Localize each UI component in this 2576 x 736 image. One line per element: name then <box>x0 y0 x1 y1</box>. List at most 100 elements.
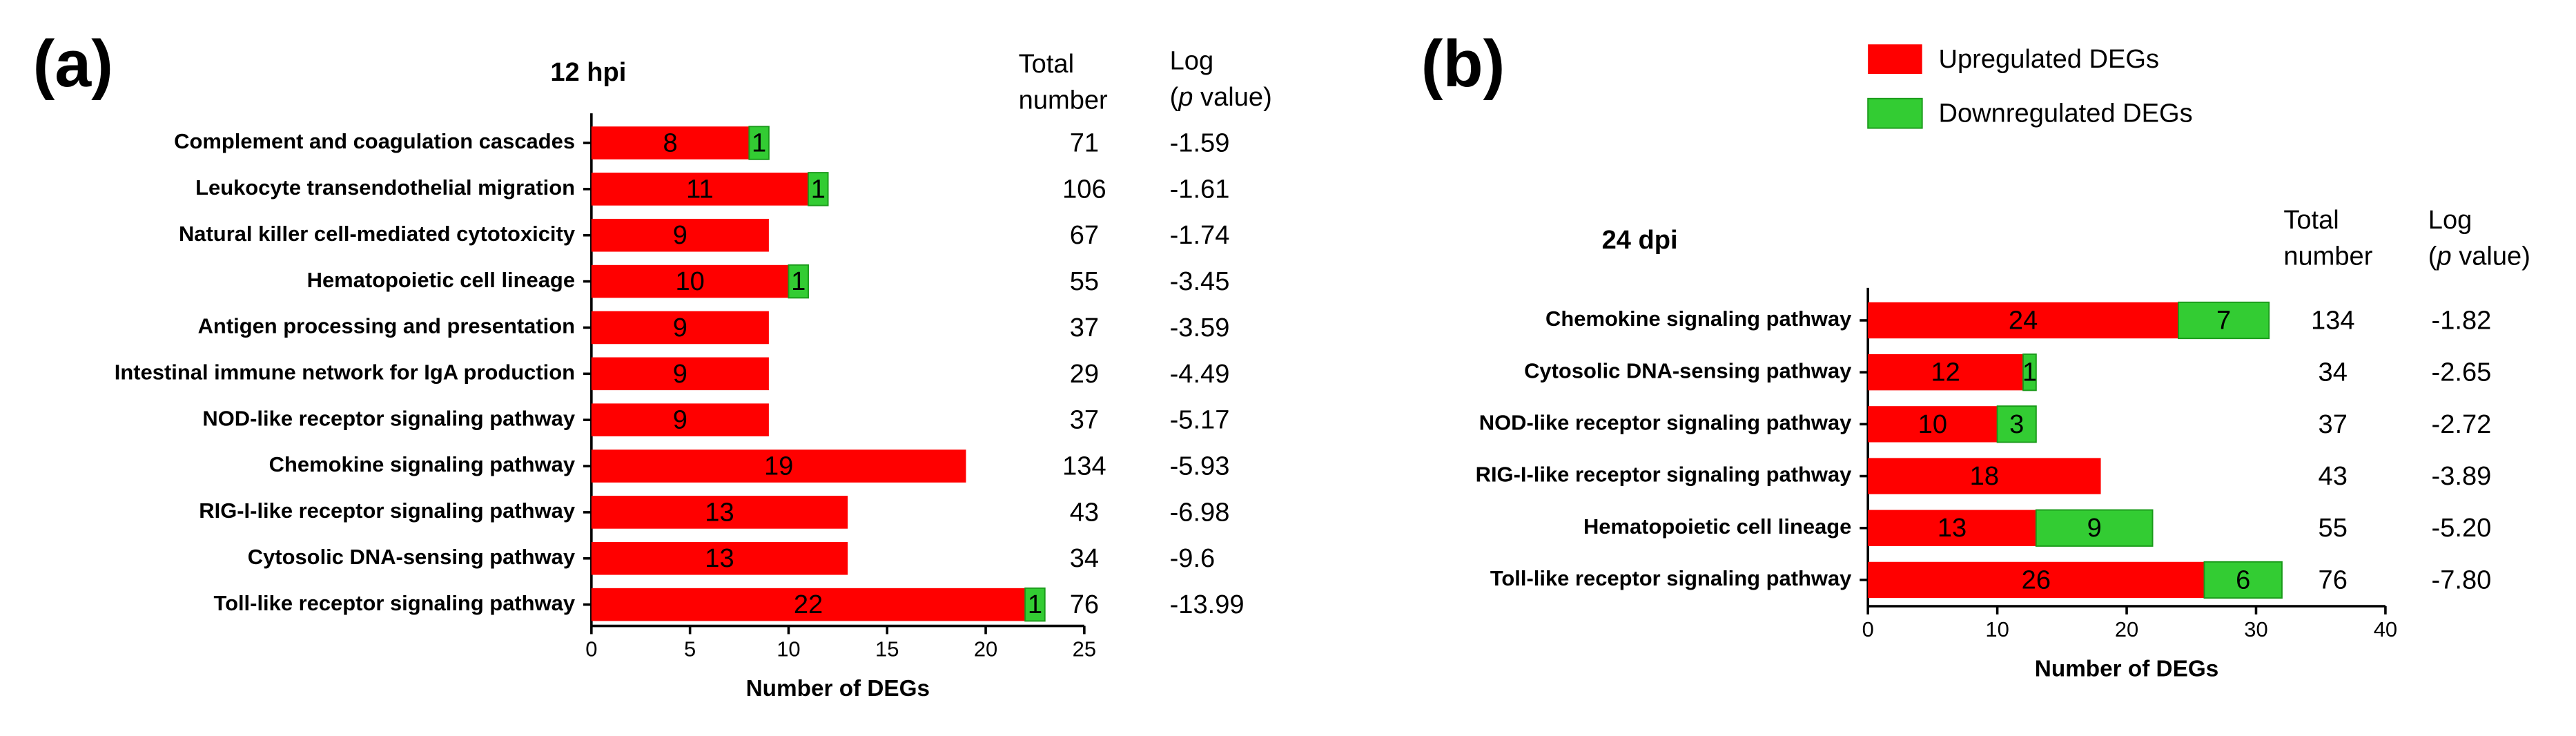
bar-segment <box>2035 509 2154 547</box>
x-tick-label: 5 <box>684 637 696 661</box>
column-value: -5.93 <box>1170 452 1230 481</box>
data-label: 9 <box>673 313 687 342</box>
bar-segment <box>1868 510 2036 546</box>
bar-segment <box>1996 405 2037 443</box>
category-label: RIG-I-like receptor signaling pathway <box>199 498 576 523</box>
column-header-part: p <box>2436 242 2451 271</box>
bar-segment <box>788 264 809 299</box>
legend-label: Upregulated DEGs <box>1939 45 2160 74</box>
bar-segment <box>1868 406 1998 443</box>
column-value: -3.45 <box>1170 267 1230 296</box>
column-header-part: p <box>1178 83 1193 112</box>
bar-segment <box>1868 354 2024 391</box>
data-label: 22 <box>794 590 823 619</box>
data-label: 1 <box>811 175 826 204</box>
category-label: Hematopoietic cell lineage <box>307 268 575 292</box>
column-value: -9.6 <box>1170 544 1216 573</box>
column-header-part: number <box>2283 242 2372 271</box>
x-tick-label: 0 <box>1862 617 1874 641</box>
legend-swatch <box>1868 44 1922 75</box>
data-label: 1 <box>752 128 766 157</box>
column-value: 29 <box>1070 360 1099 389</box>
x-tick-label: 0 <box>585 637 597 661</box>
column-header: Total <box>2283 206 2339 235</box>
x-tick-label: 10 <box>777 637 800 661</box>
column-value: 55 <box>2319 514 2348 543</box>
x-tick-label: 20 <box>2115 617 2138 641</box>
column-value: 43 <box>2319 462 2348 491</box>
column-value: 37 <box>2319 410 2348 439</box>
column-value: -6.98 <box>1170 498 1230 527</box>
x-axis-label: Number of DEGs <box>746 676 930 701</box>
column-value: -1.74 <box>1170 221 1230 250</box>
data-label: 13 <box>705 544 734 573</box>
bar-segment <box>591 403 769 436</box>
bar-segment <box>808 172 829 206</box>
column-value: -2.65 <box>2432 358 2492 387</box>
data-label: 12 <box>1931 358 1960 387</box>
legend-label: Downregulated DEGs <box>1939 99 2193 128</box>
column-header: Total <box>1019 50 1074 79</box>
column-header: number <box>1019 86 1108 115</box>
column-value: -3.89 <box>2432 462 2492 491</box>
column-value: -7.80 <box>2432 565 2492 594</box>
category-label: Cytosolic DNA-sensing pathway <box>1524 358 1852 382</box>
data-label: 9 <box>2087 514 2102 543</box>
bar-segment <box>1024 587 1046 622</box>
category-label: Toll-like receptor signaling pathway <box>1490 566 1852 590</box>
x-tick-label: 30 <box>2244 617 2267 641</box>
category-label: Hematopoietic cell lineage <box>1583 514 1851 539</box>
data-label: 6 <box>2236 565 2250 594</box>
data-label: 24 <box>2009 306 2038 335</box>
chart-title: 12 hpi <box>550 58 626 87</box>
column-value: 134 <box>1062 452 1106 481</box>
bar-segment <box>591 264 789 298</box>
column-value: 37 <box>1070 313 1099 342</box>
column-header-part: ( <box>2428 242 2437 271</box>
column-header: (p value) <box>2428 242 2530 271</box>
data-label: 26 <box>2022 565 2051 594</box>
legend-swatch <box>1867 97 1923 129</box>
x-tick-label: 20 <box>974 637 997 661</box>
chart-title: 24 dpi <box>1602 226 1678 255</box>
bar-segment <box>2022 354 2037 391</box>
data-label: 13 <box>1938 514 1967 543</box>
panel-label: (b) <box>1421 28 1505 101</box>
data-label: 19 <box>764 452 793 481</box>
bar-segment <box>748 126 770 160</box>
column-value: 37 <box>1070 406 1099 435</box>
column-header: (p value) <box>1170 83 1272 112</box>
x-tick-label: 15 <box>875 637 899 661</box>
column-header-part: Total <box>2283 206 2339 235</box>
column-header-part: number <box>1019 86 1108 115</box>
column-value: 34 <box>1070 544 1099 573</box>
column-value: 55 <box>1070 267 1099 296</box>
panel-label: (a) <box>33 28 113 101</box>
column-header: number <box>2283 242 2372 271</box>
column-header-part: value) <box>2452 242 2530 271</box>
column-value: -4.49 <box>1170 360 1230 389</box>
category-label: Natural killer cell-mediated cytotoxicit… <box>179 222 576 246</box>
category-label: NOD-like receptor signaling pathway <box>202 406 575 430</box>
x-tick-label: 25 <box>1073 637 1096 661</box>
column-header-part: ( <box>1170 83 1179 112</box>
column-value: 34 <box>2319 358 2348 387</box>
column-value: -5.20 <box>2432 514 2492 543</box>
column-value: 76 <box>2319 565 2348 594</box>
x-tick-label: 10 <box>1985 617 2009 641</box>
column-value: 67 <box>1070 221 1099 250</box>
column-value: -5.17 <box>1170 406 1230 435</box>
category-label: Toll-like receptor signaling pathway <box>213 591 575 615</box>
bar-segment <box>2178 301 2270 340</box>
category-label: Intestinal immune network for IgA produc… <box>115 360 575 385</box>
column-value: 106 <box>1062 175 1106 204</box>
data-label: 3 <box>2009 410 2024 439</box>
bar-segment <box>591 173 809 206</box>
bar-segment <box>591 588 1026 621</box>
category-label: Chemokine signaling pathway <box>269 452 576 476</box>
bar-segment <box>591 496 848 529</box>
bar-segment <box>1868 458 2101 494</box>
category-label: RIG-I-like receptor signaling pathway <box>1476 463 1853 487</box>
data-label: 18 <box>1970 462 1999 491</box>
category-label: Antigen processing and presentation <box>198 314 575 338</box>
